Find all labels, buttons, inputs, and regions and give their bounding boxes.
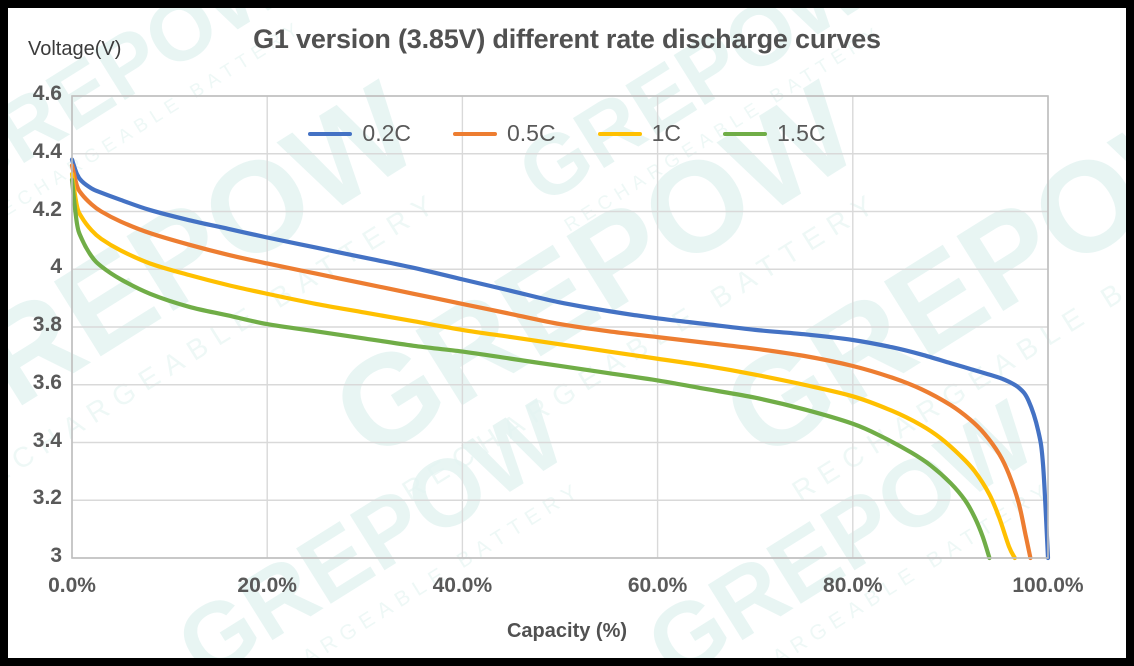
x-tick-label: 80.0% <box>823 574 883 597</box>
legend-label: 1C <box>651 120 681 146</box>
legend-label: 0.2C <box>362 120 411 146</box>
x-tick-label: 40.0% <box>432 574 493 597</box>
x-tick-label: 100.0% <box>1012 574 1084 597</box>
chart-container: GREPOW RECHARGEABLE BATTERY GREPOW RECHARGE… <box>8 8 1126 658</box>
legend-color-swatch <box>453 131 497 136</box>
y-tick-label: 4.4 <box>32 139 62 163</box>
y-tick-label: 3.2 <box>32 486 62 510</box>
legend-item-0-5C[interactable]: 0.5C <box>453 120 556 147</box>
y-tick-label: 4.6 <box>32 82 62 105</box>
chart-title: G1 version (3.85V) different rate discha… <box>253 24 881 54</box>
x-tick-label: 20.0% <box>237 574 297 597</box>
series-line-1C <box>69 171 1017 561</box>
chart-legend: 0.2C 0.5C 1C 1.5C <box>8 120 1126 147</box>
y-axis-title: Voltage(V) <box>28 38 122 60</box>
legend-color-swatch <box>597 131 642 136</box>
legend-item-0-2C[interactable]: 0.2C <box>308 120 411 147</box>
series-line-0-2C <box>69 157 1051 561</box>
y-tick-label: 3 <box>50 544 62 567</box>
y-tick-label: 3.4 <box>32 428 62 452</box>
series-line-1-5C <box>69 177 992 561</box>
plot-area <box>69 95 1051 561</box>
y-tick-label: 3.6 <box>32 370 62 394</box>
plot-border <box>71 95 1049 559</box>
legend-label: 1.5C <box>777 120 826 146</box>
x-tick-label: 60.0% <box>627 574 688 597</box>
series-line-0-5C <box>69 163 1033 561</box>
y-tick-label: 4 <box>50 255 62 279</box>
legend-item-1C[interactable]: 1C <box>597 120 681 147</box>
legend-label: 0.5C <box>507 120 556 146</box>
legend-item-1-5C[interactable]: 1.5C <box>723 120 826 147</box>
legend-color-swatch <box>308 131 353 136</box>
x-axis-title: Capacity (%) <box>506 620 628 642</box>
x-tick-label: 0.0% <box>48 574 96 597</box>
y-tick-label: 3.8 <box>32 313 62 336</box>
y-tick-label: 4.2 <box>32 197 62 221</box>
legend-color-swatch <box>723 131 767 136</box>
